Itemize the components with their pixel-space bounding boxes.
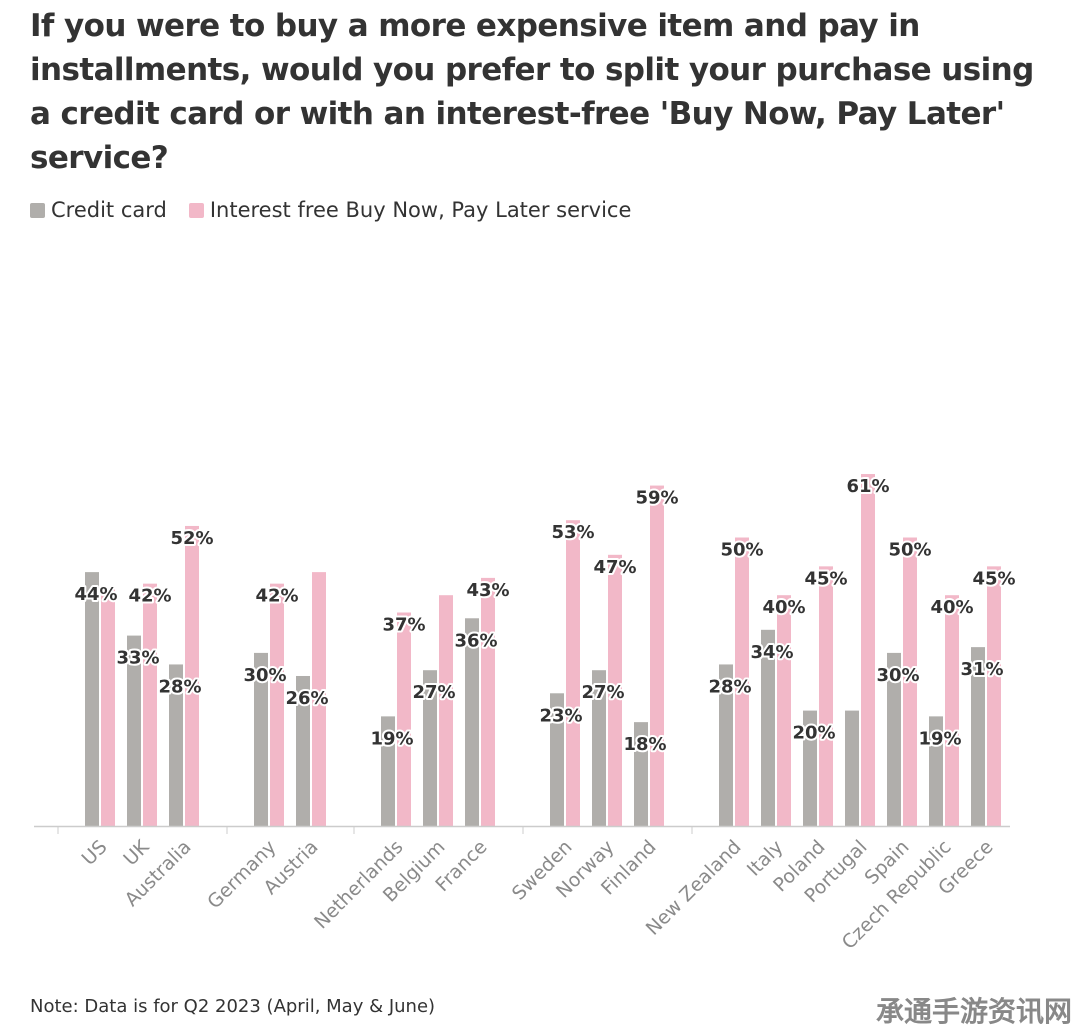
legend-swatch-credit-card [30,202,45,218]
bar-bnpl-germany [270,583,284,826]
data-label-bnpl-poland: 45% [804,568,847,589]
data-label-bnpl-uk: 42% [128,586,171,607]
data-label-credit-card-netherlands: 19% [370,728,413,749]
data-label-credit-card-sweden: 23% [539,705,582,726]
bar-credit-card-sweden [550,693,564,826]
data-label-bnpl-sweden: 53% [551,522,594,543]
watermark: 承通手游资讯网 [875,995,1072,1028]
data-label-credit-card-norway: 27% [581,682,624,703]
bar-bnpl-us [101,589,115,826]
tick-label-uk: UK [119,836,154,871]
data-label-bnpl-australia: 52% [170,528,213,549]
legend-swatch-bnpl [188,202,204,218]
bar-credit-card-australia [169,664,183,826]
bar-bnpl-new-zealand [735,537,749,826]
bar-bnpl-czech-republic [945,595,959,826]
legend-item-credit-card: Credit card [30,198,167,222]
bar-credit-card-germany [254,652,268,826]
data-label-bnpl-czech-republic: 40% [930,597,973,618]
bar-credit-card-czech-republic [929,716,943,826]
legend-item-bnpl: Interest free Buy Now, Pay Later service [188,198,632,222]
bar-credit-card-france [465,618,479,826]
data-label-credit-card-us: 44% [74,584,117,605]
data-label-credit-card-italy: 34% [750,642,793,663]
bar-bnpl-italy [777,595,791,826]
data-label-credit-card-czech-republic: 19% [918,728,961,749]
data-label-bnpl-new-zealand: 50% [720,540,763,561]
bar-bnpl-portugal [861,474,875,826]
tick-label-us: US [78,836,112,870]
bar-bnpl-sweden [566,520,580,826]
data-label-credit-card-greece: 31% [960,659,1003,680]
bar-bnpl-australia [185,525,199,826]
data-label-credit-card-uk: 33% [116,648,159,669]
data-label-bnpl-spain: 50% [888,540,931,561]
data-label-credit-card-spain: 30% [876,665,919,686]
bar-bnpl-norway [608,554,622,826]
bar-credit-card-spain [887,652,901,826]
bar-bnpl-poland [819,566,833,826]
data-label-bnpl-finland: 59% [635,488,678,509]
data-label-bnpl-norway: 47% [593,557,636,578]
data-label-credit-card-germany: 30% [243,665,286,686]
footnote: Note: Data is for Q2 2023 (April, May & … [30,996,436,1017]
bar-bnpl-spain [903,537,917,826]
bar-credit-card-norway [592,670,606,826]
bar-credit-card-portugal [845,710,859,826]
data-label-credit-card-finland: 18% [623,734,666,755]
bar-bnpl-greece [987,566,1001,826]
bar-bnpl-netherlands [397,612,411,826]
data-label-credit-card-belgium: 27% [412,682,455,703]
data-label-bnpl-greece: 45% [972,568,1015,589]
bar-credit-card-poland [803,710,817,826]
data-label-credit-card-austria: 26% [285,688,328,709]
data-label-bnpl-france: 43% [466,580,509,601]
legend-label-credit-card: Credit card [51,198,167,222]
data-label-credit-card-france: 36% [454,630,497,651]
data-label-credit-card-australia: 28% [158,676,201,697]
bar-credit-card-us [85,572,99,826]
data-label-bnpl-italy: 40% [762,597,805,618]
bar-bnpl-belgium [439,595,453,826]
chart-title: If you were to buy a more expensive item… [30,8,1034,176]
bar-bnpl-france [481,577,495,826]
bar-credit-card-belgium [423,670,437,826]
bar-credit-card-austria [296,675,310,826]
bar-credit-card-italy [761,629,775,826]
bar-credit-card-netherlands [381,716,395,826]
bar-credit-card-finland [634,722,648,826]
data-label-bnpl-portugal: 61% [846,476,889,497]
data-label-bnpl-germany: 42% [255,586,298,607]
bar-credit-card-new-zealand [719,664,733,826]
legend-label-bnpl: Interest free Buy Now, Pay Later service [209,198,632,222]
bar-credit-card-greece [971,647,985,826]
bar-bnpl-uk [143,583,157,826]
legend: Credit card Interest free Buy Now, Pay L… [30,198,631,222]
data-label-credit-card-poland: 20% [792,723,835,744]
bar-bnpl-finland [650,485,664,826]
bar-bnpl-austria [312,572,326,826]
data-label-credit-card-new-zealand: 28% [708,676,751,697]
data-label-bnpl-netherlands: 37% [382,615,425,636]
bar-credit-card-uk [127,635,141,826]
